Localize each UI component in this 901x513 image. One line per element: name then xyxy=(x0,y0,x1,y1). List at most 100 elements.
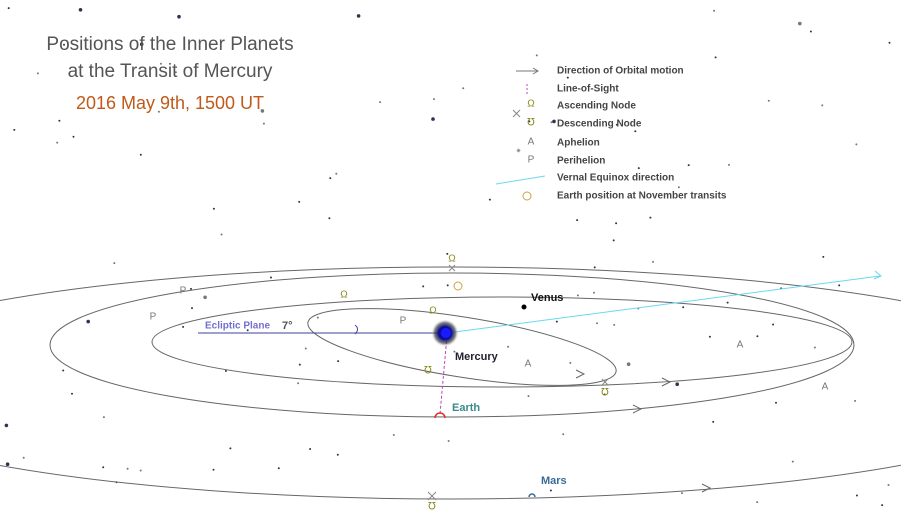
ecliptic-label: Ecliptic Plane xyxy=(205,321,270,332)
star xyxy=(8,7,10,9)
star xyxy=(191,307,193,309)
legend-label: Descending Node xyxy=(557,119,642,130)
star xyxy=(140,154,142,156)
descending-node: ℧ xyxy=(428,502,436,513)
legend-earth-nov xyxy=(523,192,531,200)
aphelion-marker: A xyxy=(822,382,829,393)
star xyxy=(613,239,615,241)
star xyxy=(507,346,509,348)
earth-november xyxy=(454,282,462,290)
star xyxy=(37,72,39,74)
date: 2016 May 9th, 1500 UT xyxy=(76,93,264,113)
star xyxy=(728,164,730,166)
legend-symbol: P xyxy=(528,155,535,166)
star xyxy=(489,199,491,201)
perihelion-marker: P xyxy=(180,286,187,297)
descending-node: ℧ xyxy=(601,388,609,399)
ascending-node: Ω xyxy=(340,290,348,301)
star xyxy=(756,501,758,503)
star xyxy=(888,484,890,486)
planet-label: Earth xyxy=(452,402,480,414)
star xyxy=(337,360,339,362)
star xyxy=(337,454,339,456)
mars-planet xyxy=(529,494,535,497)
star xyxy=(550,490,552,492)
star xyxy=(5,424,9,428)
descending-node: ℧ xyxy=(424,366,432,377)
star xyxy=(652,261,654,263)
star xyxy=(715,56,717,58)
planet-label: Venus xyxy=(531,292,563,304)
star xyxy=(638,167,640,169)
star xyxy=(792,461,794,463)
star xyxy=(768,100,770,102)
legend-label: Perihelion xyxy=(557,156,605,167)
star xyxy=(297,382,299,384)
star xyxy=(103,416,105,418)
star xyxy=(678,186,680,188)
star xyxy=(810,31,812,33)
legend-cross xyxy=(513,110,520,117)
legend-label: Line-of-Sight xyxy=(557,84,619,95)
star xyxy=(71,393,73,395)
star xyxy=(814,347,816,349)
legend-label: Vernal Equinox direction xyxy=(557,173,674,184)
planet-label: Mars xyxy=(541,475,567,487)
star xyxy=(613,324,615,326)
star xyxy=(552,120,556,124)
star xyxy=(569,362,571,364)
star xyxy=(775,402,777,404)
star xyxy=(649,217,651,219)
star xyxy=(727,302,729,304)
star xyxy=(551,121,553,123)
star xyxy=(593,292,595,294)
star xyxy=(86,320,90,324)
star xyxy=(298,201,300,203)
star xyxy=(448,440,450,442)
star xyxy=(712,421,714,423)
mercury-planet xyxy=(441,328,451,338)
star xyxy=(838,284,840,286)
star xyxy=(73,136,75,138)
orbit-arrows xyxy=(576,370,710,492)
legend-label: Direction of Orbital motion xyxy=(557,66,684,77)
star xyxy=(556,321,558,323)
star xyxy=(13,129,15,131)
star xyxy=(798,22,802,26)
star xyxy=(225,370,227,372)
planet-label: Mercury xyxy=(455,351,499,363)
star xyxy=(335,173,337,175)
star xyxy=(772,324,774,326)
node-crosses xyxy=(428,265,608,500)
star xyxy=(709,336,711,338)
star xyxy=(854,400,856,402)
star xyxy=(713,10,715,12)
star xyxy=(855,143,857,145)
star xyxy=(305,348,307,350)
star xyxy=(182,326,184,328)
star xyxy=(62,370,64,372)
perihelion-marker: P xyxy=(400,316,407,327)
star xyxy=(221,234,223,236)
ascending-node: Ω xyxy=(448,254,456,265)
star xyxy=(213,469,215,471)
star xyxy=(102,466,104,468)
star xyxy=(56,142,58,144)
vernal-line xyxy=(447,276,880,333)
star xyxy=(203,296,207,300)
star xyxy=(433,98,435,100)
star xyxy=(881,504,883,506)
star xyxy=(528,395,530,397)
star xyxy=(278,467,280,469)
star xyxy=(634,130,636,132)
star xyxy=(627,362,631,366)
legend: Direction of Orbital motion Line-of-Sigh… xyxy=(496,66,727,202)
star xyxy=(140,470,142,472)
star xyxy=(6,462,10,466)
star xyxy=(447,284,449,286)
star xyxy=(681,492,683,494)
star xyxy=(567,77,569,79)
diagram: Positions of the Inner Planets at the Tr… xyxy=(0,0,901,513)
star xyxy=(822,256,824,258)
star xyxy=(675,382,679,386)
